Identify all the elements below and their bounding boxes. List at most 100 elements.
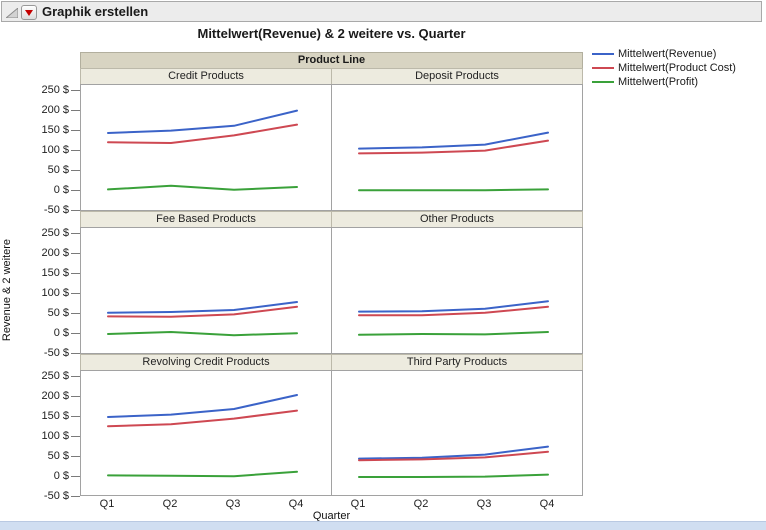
window-bottom-edge <box>0 521 766 530</box>
y-tick-mark <box>71 210 80 211</box>
series-line-Mittelwert(Product Cost)[interactable] <box>358 305 549 317</box>
y-tick-mark <box>71 253 80 254</box>
y-tick-mark <box>71 190 80 191</box>
y-tick-label: 200 $ <box>41 104 69 116</box>
disclosure-triangle-icon[interactable] <box>6 8 18 18</box>
series-line-Mittelwert(Revenue)[interactable] <box>107 301 298 314</box>
x-tick-label: Q1 <box>350 498 366 510</box>
legend-item-product-cost[interactable]: Mittelwert(Product Cost) <box>592 61 736 75</box>
y-tick-mark <box>71 476 80 477</box>
plot-panel-fee-based-products[interactable] <box>80 227 332 354</box>
y-tick-mark <box>71 396 80 397</box>
panel-label-credit-products: Credit Products <box>80 68 332 85</box>
y-tick-mark <box>71 353 80 354</box>
panel-label-third-party-products: Third Party Products <box>331 354 583 371</box>
y-tick-mark <box>71 456 80 457</box>
y-tick-label: -50 $ <box>43 347 69 359</box>
x-tick-label: Q2 <box>162 498 178 510</box>
y-tick-label: 150 $ <box>41 410 69 422</box>
y-tick-label: 50 $ <box>47 307 69 319</box>
panel-label-revolving-credit-products: Revolving Credit Products <box>80 354 332 371</box>
series-line-Mittelwert(Product Cost)[interactable] <box>107 409 298 428</box>
legend-label: Mittelwert(Profit) <box>618 76 699 88</box>
plot-panel-deposit-products[interactable] <box>331 84 583 211</box>
chart-title: Mittelwert(Revenue) & 2 weitere vs. Quar… <box>197 26 466 41</box>
series-line-Mittelwert(Product Cost)[interactable] <box>358 139 549 155</box>
window-title: Graphik erstellen <box>42 4 149 19</box>
legend-line-swatch-revenue <box>592 53 614 55</box>
x-axis-label: Quarter <box>312 510 351 522</box>
plot-panel-third-party-products[interactable] <box>331 370 583 496</box>
panel-label-other-products: Other Products <box>331 211 583 228</box>
x-tick-label: Q1 <box>99 498 115 510</box>
y-tick-mark <box>71 130 80 131</box>
y-tick-label: -50 $ <box>43 204 69 216</box>
y-tick-label: -50 $ <box>43 490 69 502</box>
y-axis-label: Revenue & 2 weitere <box>1 238 13 342</box>
y-tick-label: 0 $ <box>53 327 69 339</box>
y-tick-mark <box>71 170 80 171</box>
y-tick-mark <box>71 233 80 234</box>
series-line-Mittelwert(Profit)[interactable] <box>358 473 549 478</box>
y-tick-mark <box>71 150 80 151</box>
y-tick-label: 150 $ <box>41 267 69 279</box>
series-line-Mittelwert(Profit)[interactable] <box>107 470 298 478</box>
legend-label: Mittelwert(Revenue) <box>618 48 717 60</box>
legend: Mittelwert(Revenue) Mittelwert(Product C… <box>592 47 736 89</box>
series-line-Mittelwert(Revenue)[interactable] <box>358 131 549 150</box>
y-tick-label: 0 $ <box>53 470 69 482</box>
series-line-Mittelwert(Revenue)[interactable] <box>358 300 549 313</box>
y-tick-label: 0 $ <box>53 184 69 196</box>
y-tick-label: 250 $ <box>41 370 69 382</box>
y-tick-label: 50 $ <box>47 450 69 462</box>
series-line-Mittelwert(Product Cost)[interactable] <box>107 305 298 318</box>
legend-line-swatch-profit <box>592 81 614 83</box>
red-triangle-menu-button[interactable] <box>21 5 37 20</box>
y-tick-label: 50 $ <box>47 164 69 176</box>
series-line-Mittelwert(Profit)[interactable] <box>358 331 549 336</box>
x-tick-label: Q4 <box>288 498 304 510</box>
report-titlebar: Graphik erstellen <box>1 1 762 22</box>
series-line-Mittelwert(Profit)[interactable] <box>107 184 298 191</box>
y-tick-label: 250 $ <box>41 227 69 239</box>
facet-header-product-line: Product Line <box>80 52 583 69</box>
y-tick-mark <box>71 376 80 377</box>
y-tick-mark <box>71 496 80 497</box>
y-tick-mark <box>71 436 80 437</box>
series-line-Mittelwert(Revenue)[interactable] <box>358 445 549 460</box>
y-tick-mark <box>71 333 80 334</box>
y-tick-label: 100 $ <box>41 144 69 156</box>
legend-line-swatch-product-cost <box>592 67 614 69</box>
series-line-Mittelwert(Product Cost)[interactable] <box>358 450 549 462</box>
y-tick-mark <box>71 416 80 417</box>
y-tick-mark <box>71 293 80 294</box>
plot-panel-revolving-credit-products[interactable] <box>80 370 332 496</box>
series-line-Mittelwert(Revenue)[interactable] <box>107 109 298 134</box>
x-tick-label: Q4 <box>539 498 555 510</box>
plot-panel-other-products[interactable] <box>331 227 583 354</box>
panel-label-fee-based-products: Fee Based Products <box>80 211 332 228</box>
series-line-Mittelwert(Profit)[interactable] <box>358 188 549 192</box>
x-tick-label: Q2 <box>413 498 429 510</box>
y-tick-label: 100 $ <box>41 430 69 442</box>
series-line-Mittelwert(Product Cost)[interactable] <box>107 123 298 144</box>
red-triangle-icon <box>25 9 33 16</box>
x-tick-label: Q3 <box>225 498 241 510</box>
legend-label: Mittelwert(Product Cost) <box>618 62 736 74</box>
legend-item-revenue[interactable]: Mittelwert(Revenue) <box>592 47 736 61</box>
y-tick-label: 200 $ <box>41 247 69 259</box>
legend-item-profit[interactable]: Mittelwert(Profit) <box>592 75 736 89</box>
y-tick-label: 100 $ <box>41 287 69 299</box>
y-tick-mark <box>71 273 80 274</box>
y-tick-mark <box>71 90 80 91</box>
panel-label-deposit-products: Deposit Products <box>331 68 583 85</box>
series-line-Mittelwert(Revenue)[interactable] <box>107 394 298 418</box>
plot-panel-credit-products[interactable] <box>80 84 332 211</box>
x-tick-label: Q3 <box>476 498 492 510</box>
y-tick-label: 200 $ <box>41 390 69 402</box>
y-tick-label: 150 $ <box>41 124 69 136</box>
y-tick-label: 250 $ <box>41 84 69 96</box>
y-tick-mark <box>71 110 80 111</box>
y-tick-mark <box>71 313 80 314</box>
series-line-Mittelwert(Profit)[interactable] <box>107 331 298 337</box>
